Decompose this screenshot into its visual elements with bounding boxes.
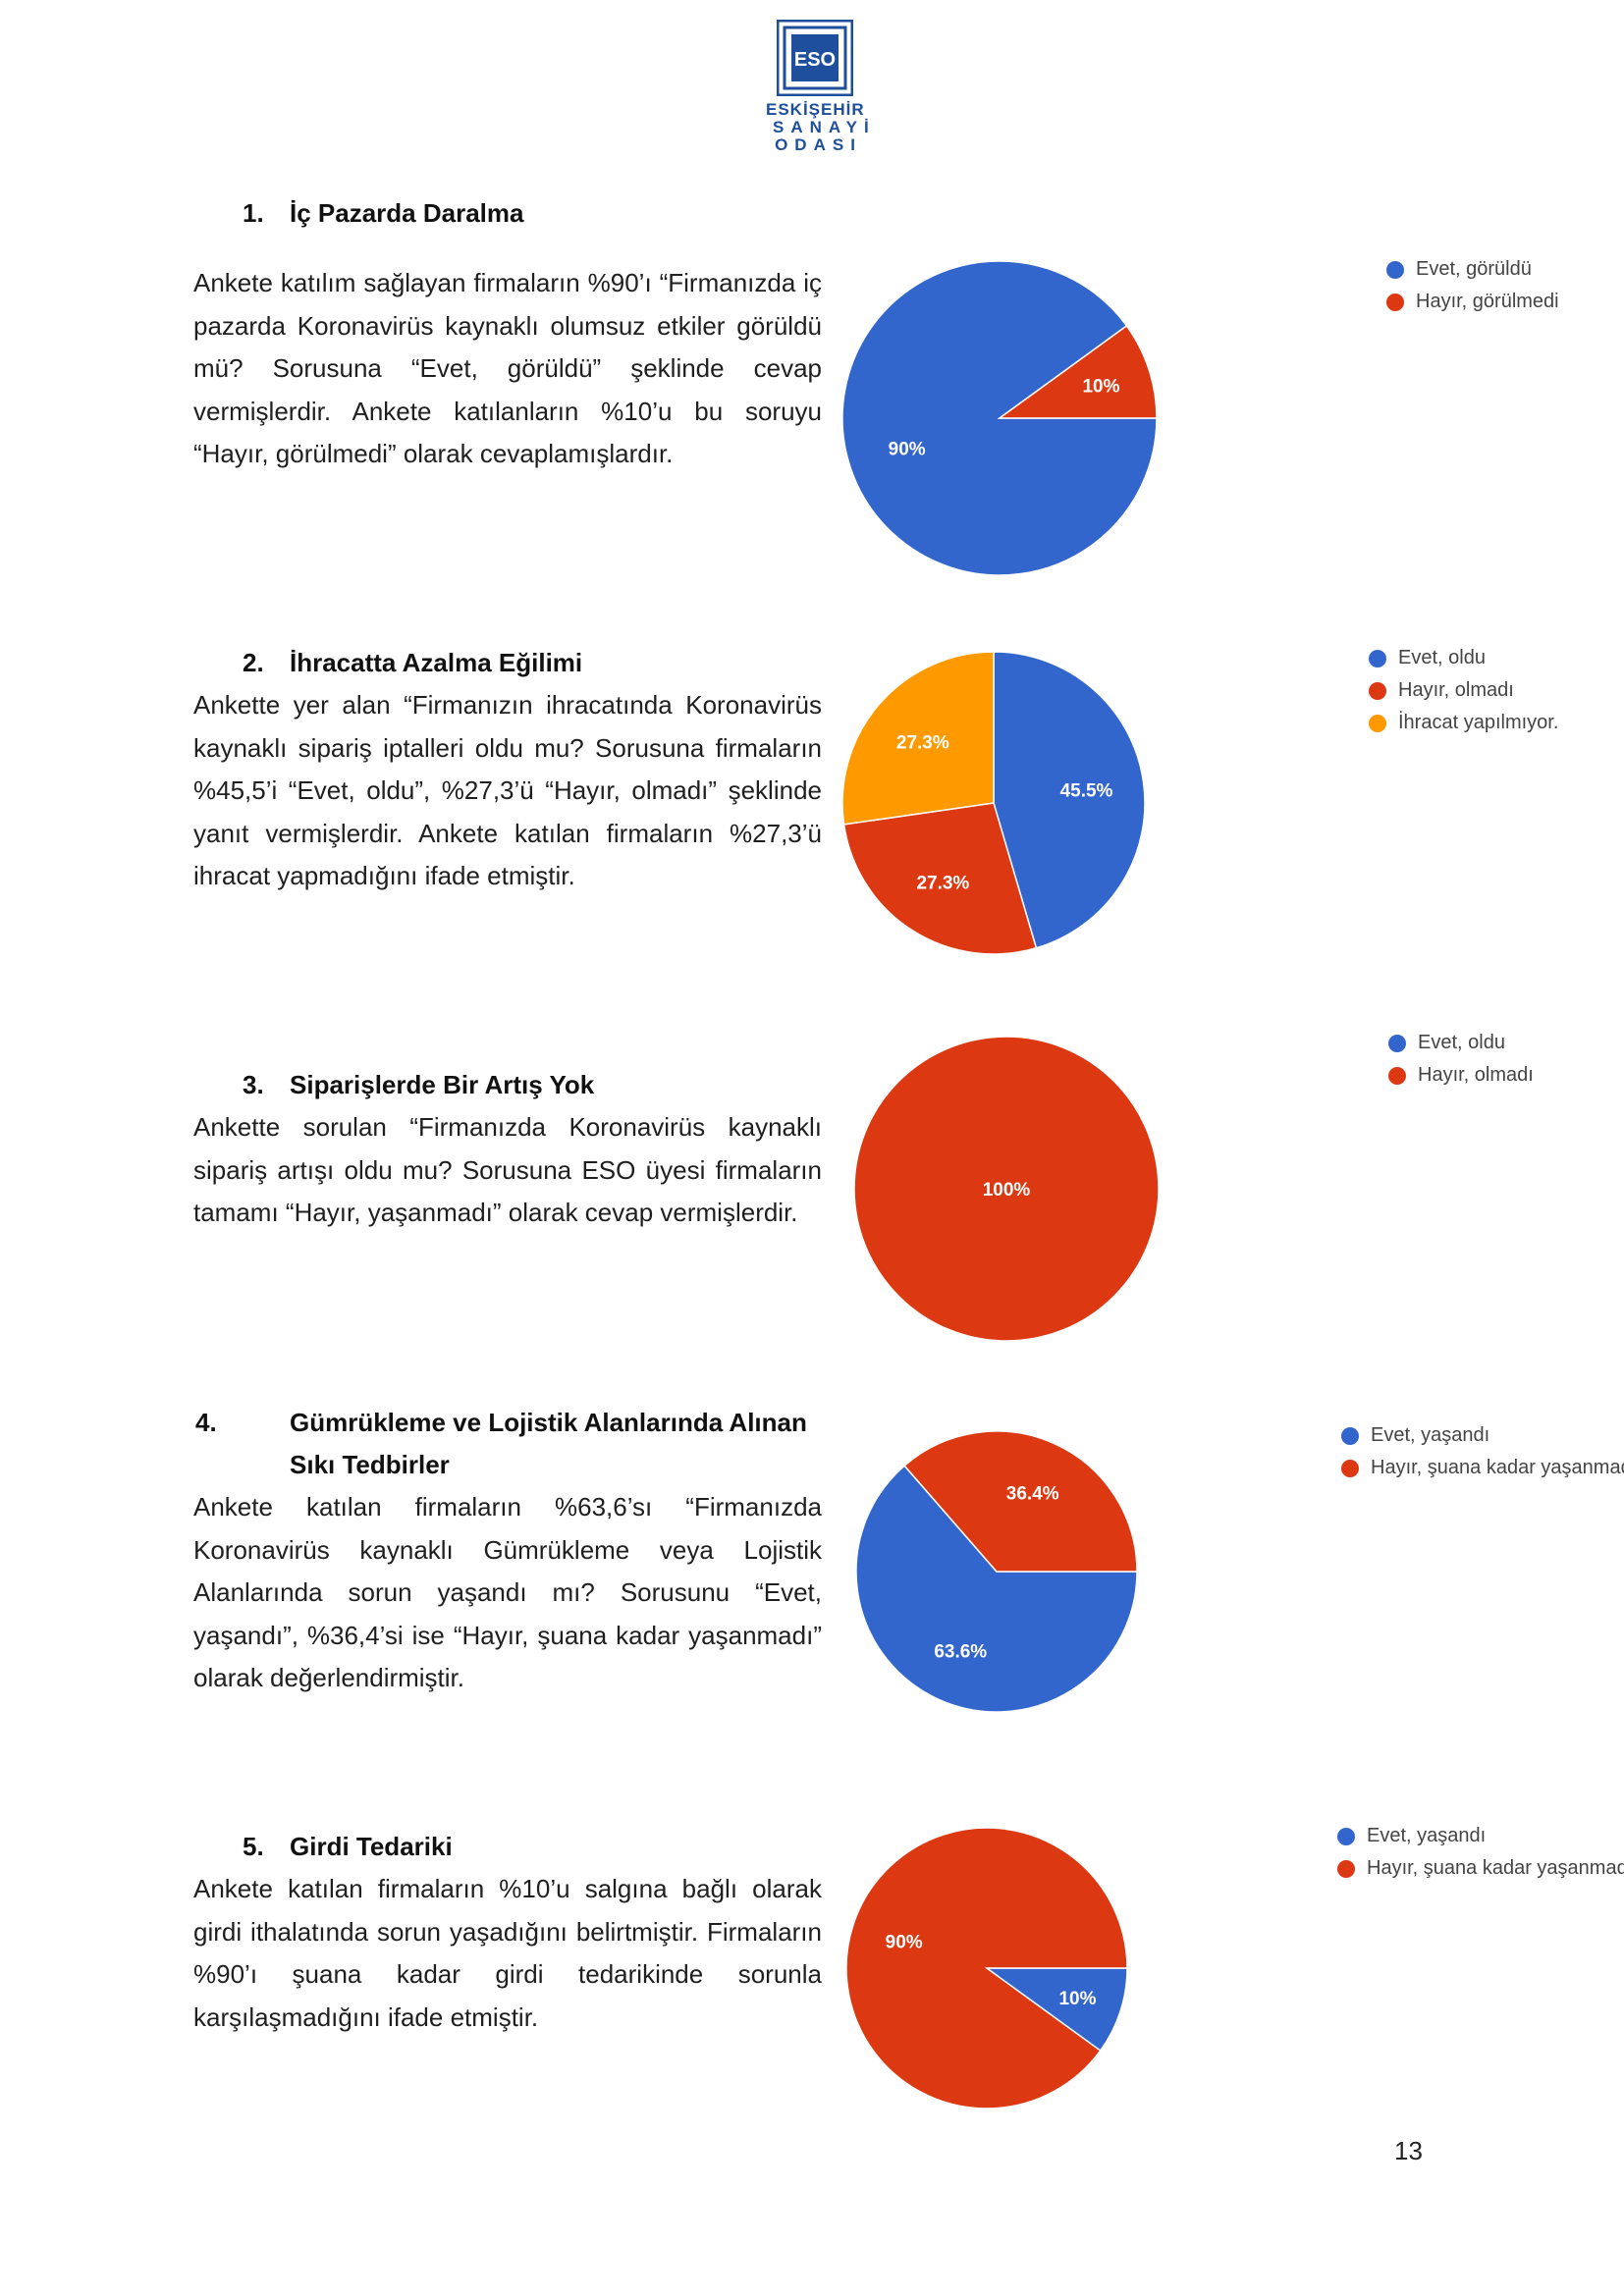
legend-1: Evet, görüldü Hayır, görülmedi: [1386, 253, 1559, 318]
pie-slice: [841, 651, 995, 826]
section-number: 4.: [195, 1408, 217, 1437]
pie-slice-label: 27.3%: [916, 873, 969, 893]
legend-label: Hayır, olmadı: [1418, 1064, 1534, 1086]
legend-swatch-icon: [1388, 1034, 1406, 1052]
pie-chart-4: 63.6% 36.4%: [855, 1430, 1138, 1713]
legend-4: Evet, yaşandı Hayır, şuana kadar yaşanmad…: [1341, 1419, 1624, 1484]
legend-label: Evet, oldu: [1398, 647, 1486, 668]
pie-slice-label: 90%: [889, 440, 926, 460]
pie-slice: [845, 1827, 1128, 2109]
section-heading: 4. Gümrükleme ve Lojistik Alanlarında Alı…: [193, 1402, 822, 1486]
pie-chart-5: 10% 90%: [845, 1827, 1128, 2109]
legend-item: Hayır, şuana kadar yaşanmadı: [1337, 1852, 1624, 1885]
pie-slice: [842, 802, 1038, 955]
section-heading: 1. İç Pazarda Daralma: [193, 192, 822, 235]
pie-slice-label: 10%: [1082, 376, 1119, 397]
legend-swatch-icon: [1369, 649, 1386, 667]
legend-item: Evet, yaşandı: [1341, 1419, 1624, 1452]
pie-chart-1: 90% 10%: [841, 260, 1158, 576]
legend-3: Evet, oldu Hayır, olmadı: [1388, 1027, 1534, 1092]
pie-slice-label: 90%: [886, 1933, 923, 1953]
section-title: Girdi Tedariki: [290, 1832, 453, 1861]
section-title: Gümrükleme ve Lojistik Alanlarında Alına…: [290, 1408, 807, 1479]
section-number: 5.: [243, 1832, 264, 1861]
section-3: 3. Siparişlerde Bir Artış Yok Ankette sor…: [193, 1064, 822, 1235]
section-paragraph: Ankette yer alan “Firmanızın ihracatında…: [193, 690, 822, 890]
legend-swatch-icon: [1369, 681, 1386, 700]
section-title: İç Pazarda Daralma: [290, 198, 524, 228]
legend-swatch-icon: [1388, 1066, 1406, 1085]
legend-label: İhracat yapılmıyor.: [1398, 712, 1559, 733]
pie-slice-label: 100%: [983, 1180, 1031, 1201]
eso-logo-mark: ESO: [776, 19, 854, 97]
section-title: Siparişlerde Bir Artış Yok: [290, 1070, 595, 1099]
legend-label: Evet, yaşandı: [1371, 1424, 1490, 1446]
logo-line-3: ODASI: [775, 135, 862, 154]
section-paragraph: Ankette sorulan “Firmanızda Koronavirüs …: [193, 1112, 822, 1227]
legend-swatch-icon: [1337, 1859, 1355, 1878]
eso-logo: ESO ESKİŞEHİR SANAYİ ODASI: [766, 19, 876, 154]
legend-swatch-icon: [1337, 1827, 1355, 1845]
legend-swatch-icon: [1341, 1426, 1359, 1445]
pie-slice-label: 36.4%: [1006, 1483, 1059, 1504]
section-2: 2. İhracatta Azalma Eğilimi Ankette yer a…: [193, 642, 822, 898]
section-5: 5. Girdi Tedariki Ankete katılan firmalar…: [193, 1826, 822, 2039]
pie-slice-label: 10%: [1058, 1989, 1096, 2009]
section-paragraph: Ankete katılan firmaların %10’u salgına …: [193, 1874, 822, 2032]
legend-label: Evet, oldu: [1418, 1032, 1505, 1053]
pie-slice: [997, 324, 1158, 419]
logo-line-1: ESKİŞEHİR: [766, 100, 865, 119]
legend-item: Hayır, olmadı: [1369, 674, 1558, 707]
section-title: İhracatta Azalma Eğilimi: [290, 648, 583, 677]
legend-label: Hayır, şuana kadar yaşanmadı: [1367, 1857, 1624, 1879]
section-number: 2.: [243, 648, 264, 677]
pie-slice: [853, 1036, 1160, 1342]
pie-chart-2: 45.5% 27.3% 27.3%: [841, 651, 1146, 955]
legend-swatch-icon: [1386, 293, 1404, 311]
legend-swatch-icon: [1369, 714, 1386, 732]
legend-item: Evet, oldu: [1369, 642, 1558, 674]
pie-slice: [993, 651, 1146, 949]
section-paragraph: Ankete katılım sağlayan firmaların %90’ı…: [193, 268, 822, 468]
section-number: 1.: [243, 198, 264, 228]
logo-abbr: ESO: [794, 49, 836, 71]
legend-item: Evet, oldu: [1388, 1027, 1534, 1059]
section-4: 4. Gümrükleme ve Lojistik Alanlarında Alı…: [193, 1402, 822, 1700]
section-paragraph: Ankete katılan firmaların %63,6’sı “Firm…: [193, 1492, 822, 1692]
section-heading: 3. Siparişlerde Bir Artış Yok: [193, 1064, 822, 1106]
section-number: 3.: [243, 1070, 264, 1099]
legend-swatch-icon: [1341, 1459, 1359, 1477]
pie-slice: [903, 1430, 1138, 1573]
legend-label: Hayır, görülmedi: [1416, 291, 1559, 312]
logo-line-2: SANAYİ: [773, 118, 876, 136]
legend-label: Evet, görüldü: [1416, 258, 1532, 280]
pie-slice-label: 63.6%: [934, 1642, 987, 1663]
legend-swatch-icon: [1386, 260, 1404, 279]
legend-item: İhracat yapılmıyor.: [1369, 707, 1558, 739]
page-number: 13: [1394, 2136, 1423, 2165]
section-1: 1. İç Pazarda Daralma Ankete katılım sağl…: [193, 192, 822, 476]
legend-item: Hayır, görülmedi: [1386, 286, 1559, 318]
pie-chart-3: 100%: [853, 1036, 1160, 1342]
pie-slice: [984, 1967, 1128, 2053]
legend-label: Hayır, olmadı: [1398, 679, 1514, 701]
legend-item: Evet, yaşandı: [1337, 1820, 1624, 1852]
pie-slice: [855, 1465, 1138, 1713]
legend-item: Hayır, olmadı: [1388, 1059, 1534, 1092]
section-heading: 5. Girdi Tedariki: [193, 1826, 822, 1868]
pie-slice-label: 45.5%: [1060, 780, 1113, 801]
legend-label: Evet, yaşandı: [1367, 1825, 1487, 1846]
legend-5: Evet, yaşandı Hayır, şuana kadar yaşanmad…: [1337, 1820, 1624, 1885]
pie-slice-label: 27.3%: [896, 732, 949, 753]
legend-label: Hayır, şuana kadar yaşanmadı: [1371, 1457, 1624, 1478]
legend-item: Evet, görüldü: [1386, 253, 1559, 286]
legend-item: Hayır, şuana kadar yaşanmadı: [1341, 1452, 1624, 1484]
section-heading: 2. İhracatta Azalma Eğilimi: [193, 642, 822, 684]
legend-2: Evet, oldu Hayır, olmadı İhracat yapılmıyo…: [1369, 642, 1558, 739]
